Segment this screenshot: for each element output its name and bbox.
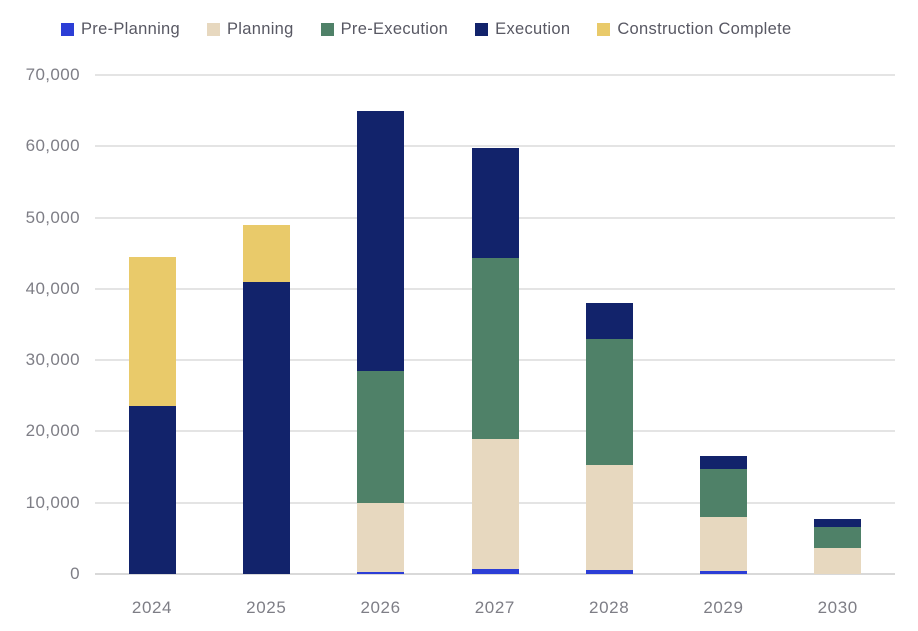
y-tick-label: 50,000 — [25, 207, 80, 227]
bar-segment-2029-pre-planning[interactable] — [700, 571, 748, 574]
bar-segment-2026-pre-planning[interactable] — [357, 572, 405, 574]
bar-2028 — [585, 303, 633, 574]
bar-segment-2027-planning[interactable] — [471, 439, 519, 569]
bar-segment-2030-execution[interactable] — [814, 519, 862, 527]
bar-segment-2028-execution[interactable] — [585, 303, 633, 339]
bar-2026 — [357, 110, 405, 574]
y-tick-label: 40,000 — [25, 278, 80, 298]
bar-segment-2029-pre-execution[interactable] — [700, 469, 748, 517]
legend-item-construction-complete[interactable]: Construction Complete — [597, 20, 791, 39]
bar-segment-2028-planning[interactable] — [585, 464, 633, 571]
legend-swatch-icon — [597, 23, 611, 36]
bar-2030 — [814, 519, 862, 574]
x-axis-baseline — [95, 573, 895, 575]
bar-2029 — [700, 456, 748, 574]
y-tick-label: 60,000 — [25, 136, 80, 156]
x-tick-label: 2027 — [474, 598, 515, 617]
legend-swatch-icon — [475, 23, 489, 36]
legend-item-planning[interactable]: Planning — [207, 20, 294, 39]
bar-segment-2030-planning[interactable] — [814, 548, 862, 574]
x-tick-label: 2028 — [589, 598, 630, 617]
legend-item-pre-execution[interactable]: Pre-Execution — [320, 20, 449, 39]
legend-swatch-icon — [61, 23, 74, 36]
y-tick-label: 20,000 — [25, 421, 80, 441]
bar-segment-2027-pre-execution[interactable] — [471, 257, 519, 440]
x-tick-label: 2029 — [703, 598, 744, 617]
chart-legend: Pre-Planning Planning Pre-Execution Executi… — [61, 20, 791, 39]
bar-segment-2026-execution[interactable] — [357, 110, 405, 371]
legend-swatch-icon — [320, 23, 334, 36]
gridline — [95, 145, 895, 148]
x-tick-label: 2030 — [817, 598, 858, 617]
bar-segment-2027-pre-planning[interactable] — [471, 569, 519, 574]
bar-segment-2028-pre-planning[interactable] — [585, 570, 633, 574]
bar-2024 — [128, 256, 176, 574]
legend-item-pre-planning[interactable]: Pre-Planning — [61, 20, 180, 39]
y-tick-label: 30,000 — [25, 350, 80, 370]
legend-label: Execution — [495, 20, 571, 38]
bar-segment-2027-execution[interactable] — [471, 148, 519, 258]
bar-segment-2026-planning[interactable] — [357, 502, 405, 573]
bar-segment-2026-pre-execution[interactable] — [357, 370, 405, 503]
bar-segment-2029-execution[interactable] — [700, 456, 748, 470]
bar-2025 — [242, 224, 290, 574]
legend-label: Construction Complete — [617, 20, 792, 38]
legend-label: Planning — [227, 20, 294, 38]
bar-segment-2024-execution[interactable] — [128, 406, 176, 574]
y-tick-label: 0 — [70, 564, 80, 583]
legend-label: Pre-Execution — [340, 20, 449, 38]
legend-label: Pre-Planning — [81, 20, 180, 38]
bar-segment-2025-construction-complete[interactable] — [242, 224, 290, 282]
gridline — [95, 74, 895, 76]
bar-segment-2030-pre-execution[interactable] — [814, 526, 862, 549]
y-tick-label: 70,000 — [25, 65, 80, 84]
bar-segment-2024-construction-complete[interactable] — [128, 256, 176, 407]
plot-area — [95, 74, 895, 575]
bar-2027 — [471, 148, 519, 574]
x-tick-label: 2026 — [360, 598, 401, 617]
y-tick-label: 10,000 — [25, 492, 80, 512]
bar-segment-2025-execution[interactable] — [242, 281, 290, 574]
bar-segment-2028-pre-execution[interactable] — [585, 338, 633, 465]
legend-swatch-icon — [207, 23, 220, 36]
x-tick-label: 2024 — [131, 598, 173, 617]
bar-segment-2029-planning[interactable] — [700, 516, 748, 572]
x-tick-label: 2025 — [246, 598, 287, 617]
legend-item-execution[interactable]: Execution — [475, 20, 570, 39]
